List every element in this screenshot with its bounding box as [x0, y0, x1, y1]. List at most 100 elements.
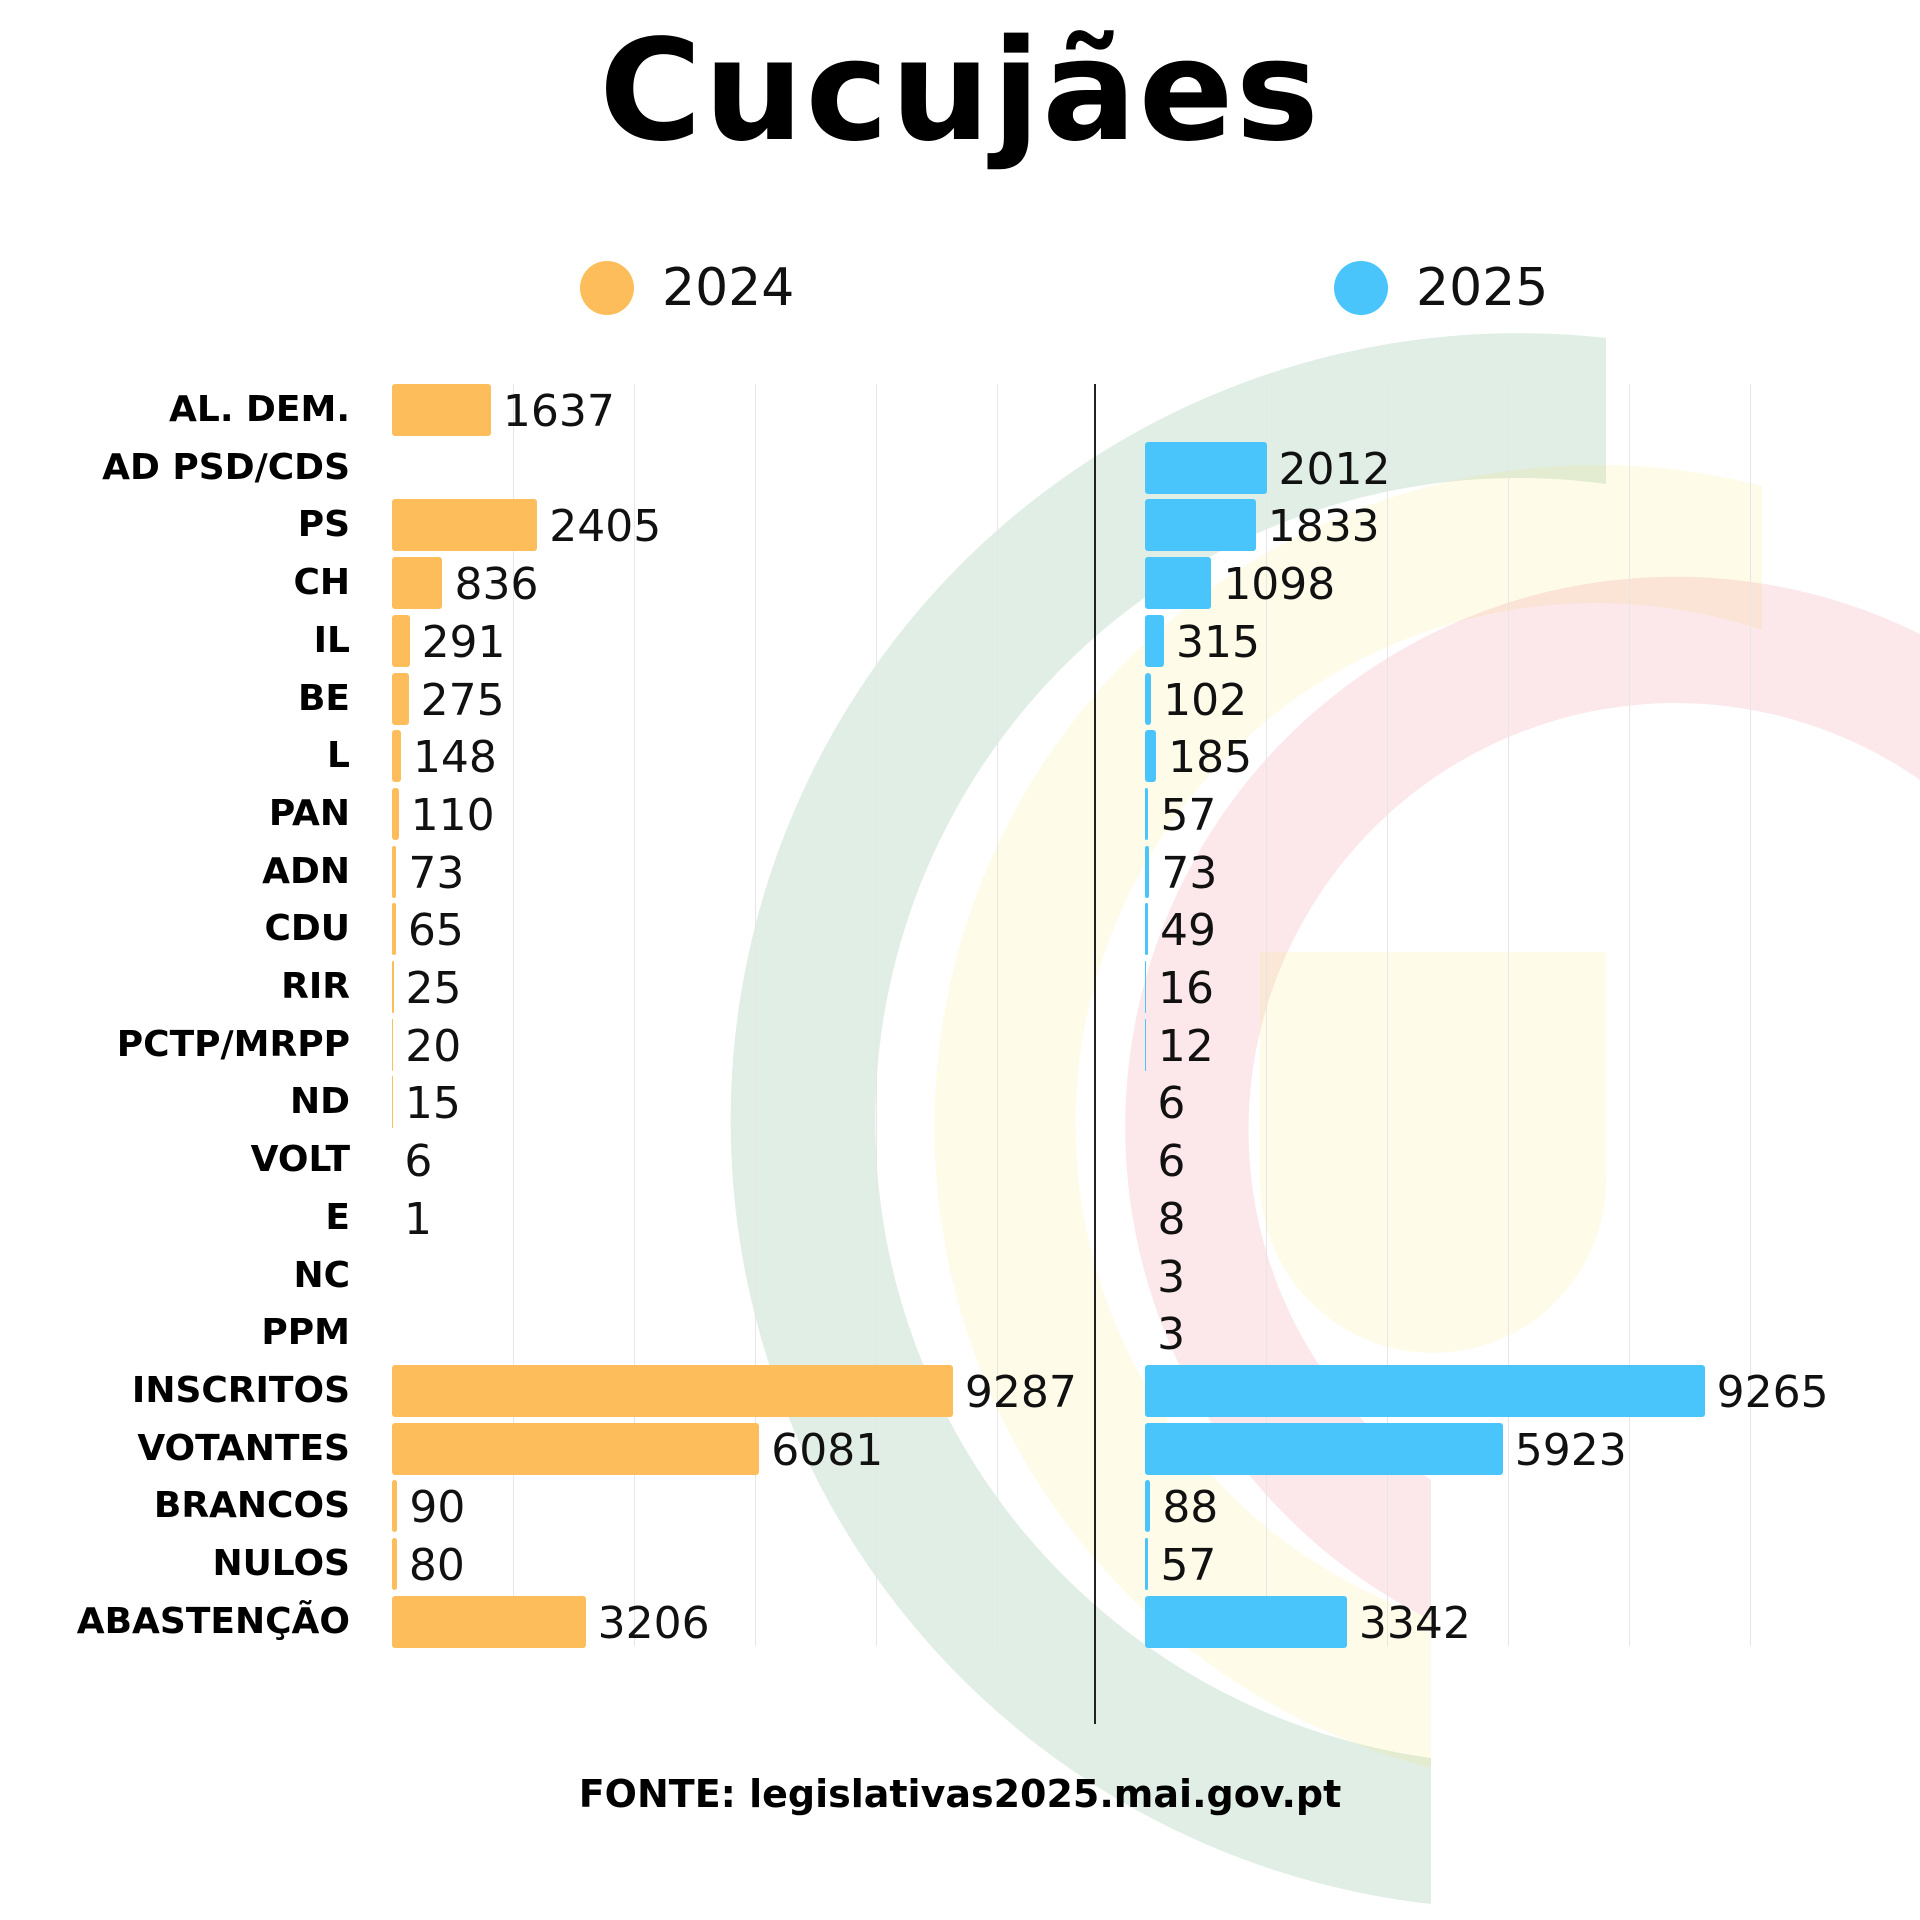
bar-2025: [1145, 730, 1157, 783]
bar-2024: [392, 787, 399, 840]
value-label-2025: 12: [1157, 1020, 1214, 1072]
value-label-2024: 836: [454, 559, 539, 611]
bar-2025: [1145, 787, 1149, 840]
gridline: [513, 384, 514, 1646]
source-note: FONTE: legislativas2025.mai.gov.pt: [578, 1772, 1342, 1816]
bar-2024: [392, 557, 443, 610]
bar-2024: [392, 672, 409, 725]
value-label-2025: 185: [1168, 732, 1253, 784]
gridline: [634, 384, 635, 1646]
value-label-2025: 1098: [1223, 559, 1336, 611]
category-label: CDU: [264, 908, 350, 950]
bar-2025: [1145, 441, 1267, 494]
value-label-2024: 6: [404, 1136, 433, 1188]
value-label-2025: 57: [1160, 1540, 1217, 1591]
bar-2025: [1145, 1538, 1149, 1590]
bar-2024: [392, 1480, 398, 1533]
value-label-2024: 20: [405, 1020, 462, 1072]
legend-dot-2024: [580, 261, 634, 315]
value-label-2024: 1: [404, 1193, 433, 1245]
bar-2024: [392, 1018, 394, 1071]
value-label-2024: 291: [421, 616, 506, 668]
bar-2025: [1145, 1364, 1705, 1417]
value-label-2024: 65: [407, 905, 464, 957]
bar-2024: [392, 499, 538, 552]
value-label-2025: 102: [1163, 674, 1248, 726]
category-label: ADN: [262, 850, 350, 892]
category-label: NULOS: [212, 1543, 350, 1584]
value-label-2025: 5923: [1514, 1424, 1627, 1476]
panel-divider: [1094, 384, 1096, 1724]
bar-2024: [392, 1538, 397, 1590]
category-label: AL. DEM.: [169, 389, 350, 430]
value-label-2024: 2405: [549, 501, 662, 553]
category-label: INSCRITOS: [131, 1369, 350, 1411]
category-label: BE: [297, 677, 350, 719]
category-label: NC: [293, 1254, 350, 1296]
legend-label-2025: 2025: [1416, 258, 1549, 318]
value-label-2025: 6: [1157, 1136, 1186, 1188]
bar-2025: [1145, 1018, 1146, 1071]
bar-2025: [1145, 672, 1152, 725]
gridline: [997, 384, 998, 1646]
category-label: VOLT: [250, 1139, 350, 1181]
bar-2025: [1145, 557, 1212, 610]
gridline: [755, 384, 756, 1646]
bar-2024: [392, 384, 491, 436]
gridline: [1629, 384, 1630, 1646]
category-label: RIR: [281, 966, 350, 1007]
value-label-2024: 110: [410, 789, 495, 841]
bar-2025: [1145, 614, 1165, 667]
bar-2025: [1145, 499, 1256, 552]
value-label-2025: 315: [1176, 616, 1260, 668]
value-label-2025: 88: [1162, 1482, 1219, 1534]
value-label-2025: 9265: [1716, 1366, 1829, 1418]
category-label: PCTP/MRPP: [116, 1023, 350, 1065]
bar-2025: [1145, 1480, 1151, 1533]
value-label-2024: 15: [404, 1078, 461, 1130]
category-label: ND: [289, 1081, 350, 1123]
gridline: [1750, 384, 1751, 1646]
category-label: BRANCOS: [153, 1485, 350, 1527]
legend-label-2024: 2024: [662, 258, 795, 318]
category-label: CH: [293, 562, 350, 604]
value-label-2024: 275: [420, 674, 505, 726]
category-label: VOTANTES: [137, 1427, 350, 1469]
value-label-2025: 3: [1157, 1309, 1186, 1361]
value-label-2024: 148: [412, 732, 497, 784]
category-label: L: [327, 735, 350, 777]
value-label-2025: 3: [1157, 1251, 1186, 1303]
value-label-2025: 8: [1157, 1193, 1186, 1245]
gridline: [876, 384, 877, 1646]
value-label-2024: 3206: [597, 1597, 710, 1649]
value-label-2024: 73: [408, 847, 465, 899]
value-label-2025: 49: [1159, 905, 1216, 957]
gridline: [1387, 384, 1388, 1646]
legend-2025: 2025: [1334, 258, 1548, 318]
bar-2024: [392, 903, 396, 956]
bar-2025: [1145, 903, 1148, 956]
category-label: PS: [297, 504, 350, 546]
bar-2024: [392, 1595, 586, 1648]
value-label-2025: 73: [1161, 847, 1218, 899]
value-label-2025: 57: [1160, 789, 1217, 841]
category-label: IL: [313, 619, 350, 661]
legend-dot-2025: [1334, 261, 1388, 315]
bar-2024: [392, 845, 397, 898]
bar-2025: [1145, 845, 1150, 898]
bar-2024: [392, 961, 394, 1013]
bar-2024: [392, 1076, 393, 1129]
category-label: ABASTENÇÃO: [76, 1600, 350, 1642]
value-label-2025: 16: [1157, 963, 1214, 1014]
gridline: [1508, 384, 1509, 1646]
bar-2024: [392, 730, 401, 783]
bar-2025: [1145, 1422, 1503, 1475]
chart-title: Cucujães: [599, 10, 1321, 173]
value-label-2025: 2012: [1278, 443, 1391, 495]
bar-2024: [392, 1364, 953, 1417]
category-label: PPM: [261, 1312, 350, 1354]
value-label-2025: 3342: [1358, 1597, 1471, 1649]
bar-2024: [392, 1422, 760, 1475]
bar-2024: [392, 614, 410, 667]
